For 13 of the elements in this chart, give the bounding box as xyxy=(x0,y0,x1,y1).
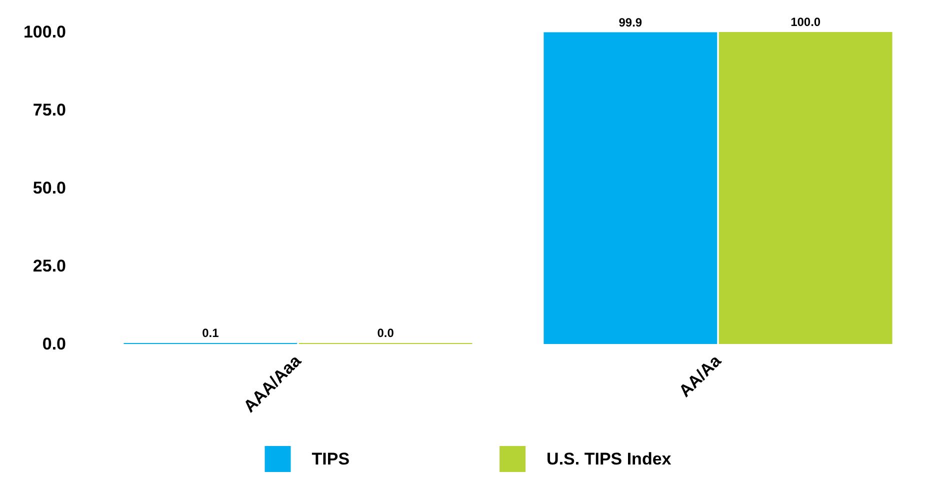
data-label: 0.1 xyxy=(202,326,220,340)
legend-label: TIPS xyxy=(312,450,350,468)
y-tick-label: 25.0 xyxy=(32,256,66,276)
data-label: 100.0 xyxy=(790,15,821,29)
y-tick-label: 50.0 xyxy=(32,178,66,198)
legend-label: U.S. TIPS Index xyxy=(546,450,672,468)
y-tick-label: 75.0 xyxy=(32,100,66,120)
data-label: 0.0 xyxy=(377,326,394,340)
bar xyxy=(718,32,892,344)
bar xyxy=(544,32,718,344)
y-tick-label: 100.0 xyxy=(23,22,66,42)
y-tick-label: 0.0 xyxy=(42,334,66,354)
data-label: 99.9 xyxy=(618,15,642,30)
